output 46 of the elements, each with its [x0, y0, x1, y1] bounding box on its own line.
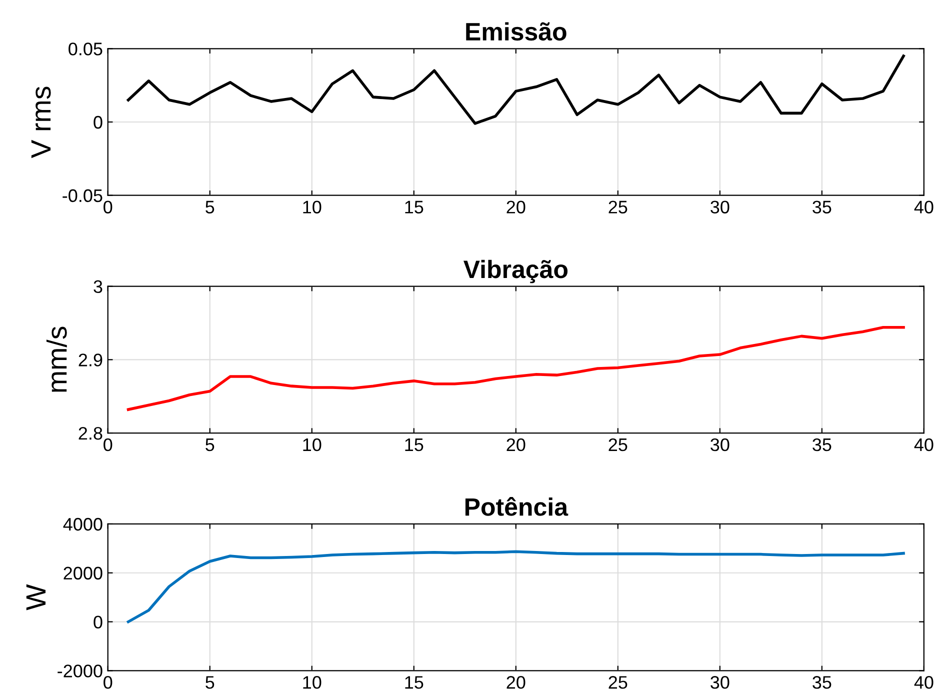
y-tick-label: 3 [94, 280, 102, 294]
x-tick-label: 15 [405, 438, 424, 452]
x-tick-label: 20 [506, 438, 526, 452]
y-tick-label: 2000 [64, 566, 102, 580]
x-tick-label: 35 [812, 200, 832, 214]
x-tick-label: 25 [608, 676, 628, 689]
y-tick-label: -0.05 [62, 189, 102, 202]
chart-title: Vibração [463, 260, 568, 284]
line-series [126, 550, 905, 624]
x-tick-label: 5 [206, 438, 214, 452]
x-tick-label: 5 [206, 200, 214, 214]
y-tick-label: 4000 [63, 518, 102, 531]
y-tick-label: 2.9 [78, 354, 102, 366]
y-axis-title: mm/s [46, 326, 67, 392]
x-tick-label: 0 [104, 438, 112, 452]
line-series [126, 54, 905, 125]
chart-title: Emissão [466, 22, 566, 41]
x-tick-label: 10 [303, 438, 322, 452]
y-tick-label: 0 [94, 616, 102, 628]
x-tick-label: 15 [405, 676, 424, 689]
x-tick-label: 10 [303, 676, 322, 689]
x-tick-label: 0 [104, 200, 112, 214]
x-tick-label: 35 [812, 438, 832, 452]
x-tick-label: 35 [812, 676, 832, 689]
x-tick-label: 15 [405, 200, 424, 214]
x-tick-label: 20 [506, 676, 526, 689]
x-tick-label: 0 [104, 676, 112, 689]
y-tick-label: 2.8 [78, 426, 102, 440]
x-tick-label: 40 [914, 676, 934, 689]
x-tick-label: 30 [710, 676, 730, 689]
x-tick-label: 20 [506, 200, 526, 214]
y-tick-label: 0 [94, 116, 102, 129]
chart-title: Potência [465, 496, 568, 516]
x-tick-label: 30 [710, 200, 730, 214]
y-axis-title: V rms [31, 86, 51, 158]
y-tick-label: -2000 [58, 664, 102, 678]
line-series [126, 326, 905, 411]
x-tick-label: 40 [914, 438, 934, 452]
x-tick-label: 25 [608, 438, 628, 452]
x-tick-label: 40 [914, 200, 934, 214]
y-tick-label: 0.05 [68, 42, 102, 56]
x-tick-label: 30 [710, 438, 730, 452]
y-axis-title: W [26, 584, 46, 610]
x-tick-label: 5 [206, 676, 214, 689]
x-tick-label: 25 [608, 200, 628, 214]
x-tick-label: 10 [303, 200, 322, 214]
